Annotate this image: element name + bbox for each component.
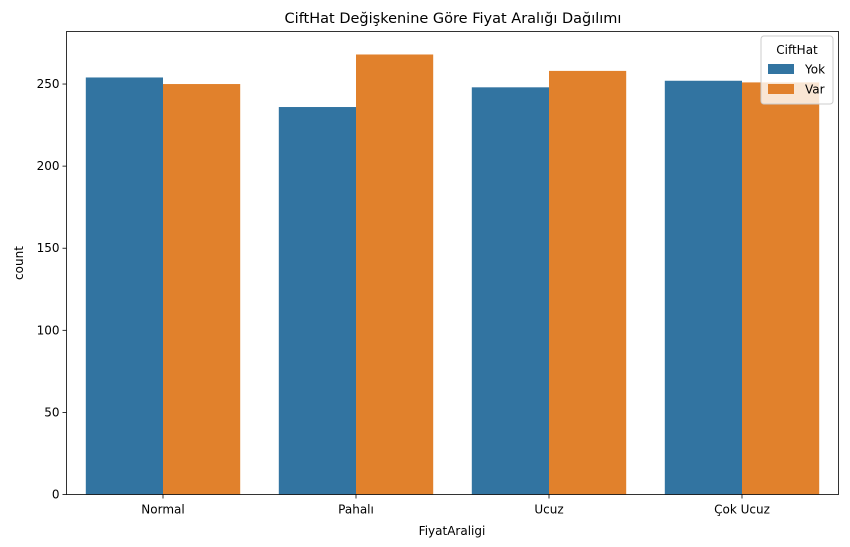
y-tick-label: 0: [52, 488, 60, 502]
y-tick-label: 100: [37, 323, 60, 337]
bar-var-2: [549, 70, 627, 495]
y-axis-ticks: 0 50 100 150 200 250: [37, 77, 67, 502]
x-tick-label: Normal: [141, 503, 184, 517]
legend-swatch-var: [768, 84, 794, 94]
legend-label-var: Var: [805, 83, 825, 97]
x-tick-label: Ucuz: [534, 503, 563, 517]
y-tick-label: 150: [37, 241, 60, 255]
chart-title: CiftHat Değişkenine Göre Fiyat Aralığı D…: [285, 11, 622, 27]
legend-label-yok: Yok: [804, 63, 825, 77]
bar-var-0: [163, 84, 241, 495]
legend-items: Yok Var: [768, 63, 825, 97]
y-tick-label: 50: [44, 405, 59, 419]
x-axis-label: FiyatAraligi: [419, 524, 486, 538]
bar-yok-2: [471, 87, 549, 495]
y-tick-label: 200: [37, 159, 60, 173]
legend-swatch-yok: [768, 64, 794, 74]
bars-group: [85, 54, 820, 495]
bar-var-1: [356, 54, 434, 495]
bar-yok-0: [85, 77, 163, 495]
legend-title: CiftHat: [776, 43, 818, 57]
x-tick-label: Pahalı: [338, 503, 374, 517]
y-axis-label: count: [12, 246, 26, 280]
x-axis-ticks: Normal Pahalı Ucuz Çok Ucuz: [141, 494, 770, 517]
x-tick-label: Çok Ucuz: [714, 503, 770, 517]
bar-yok-1: [278, 107, 356, 495]
plot-frame: [66, 31, 839, 495]
bar-yok-3: [664, 80, 742, 495]
bar-var-3: [742, 82, 820, 495]
y-tick-label: 250: [37, 77, 60, 91]
legend: CiftHat Yok Var: [760, 35, 834, 105]
